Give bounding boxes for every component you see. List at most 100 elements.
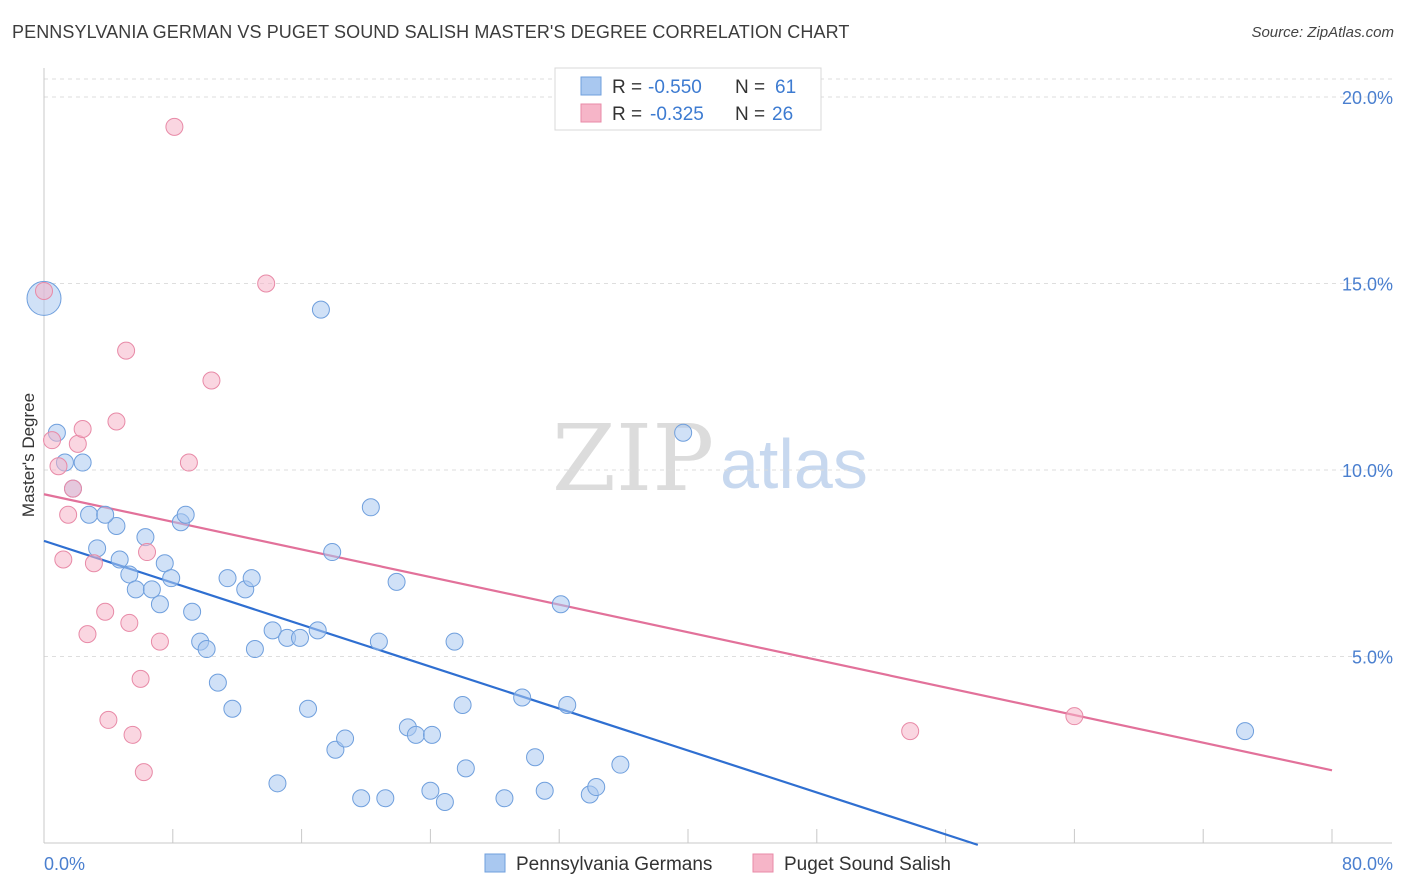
point-pennsylvania-32	[299, 699, 318, 718]
point-pennsylvania-11	[126, 580, 145, 599]
y-tick-labels: 5.0% 10.0% 15.0% 20.0%	[1342, 88, 1393, 668]
point-pennsylvania-31	[290, 628, 309, 647]
point-salish-15	[123, 725, 142, 744]
trend-lines	[43, 493, 1333, 846]
point-pennsylvania-50	[456, 759, 475, 778]
trend-line-salish	[43, 493, 1333, 772]
point-salish-4	[59, 505, 78, 524]
point-salish-2	[49, 457, 68, 476]
y-tick-label-1: 10.0%	[1342, 461, 1393, 481]
point-pennsylvania-15	[155, 554, 174, 573]
point-pennsylvania-18	[176, 505, 195, 524]
point-salish-19	[150, 632, 169, 651]
point-salish-21	[179, 453, 198, 472]
point-salish-16	[131, 669, 150, 688]
point-salish-3	[54, 550, 73, 569]
point-pennsylvania-12	[136, 528, 155, 547]
y-tick-label-3: 20.0%	[1342, 88, 1393, 108]
point-salish-20	[165, 117, 184, 136]
legend-bottom-label-pink: Puget Sound Salish	[784, 854, 951, 875]
point-pennsylvania-21	[197, 640, 216, 659]
point-salish-23	[257, 274, 276, 293]
legend-swatch-blue	[580, 76, 602, 96]
point-pennsylvania-40	[369, 632, 388, 651]
point-pennsylvania-9	[110, 550, 129, 569]
legend-r-value-1: -0.550	[648, 77, 702, 98]
point-pennsylvania-19	[183, 602, 202, 621]
point-salish-8	[78, 625, 97, 644]
point-pennsylvania-29	[268, 774, 287, 793]
point-salish-9	[84, 554, 103, 573]
point-pennsylvania-61	[1236, 722, 1255, 741]
point-salish-0	[35, 281, 53, 300]
y-axis-label: Master's Degree	[19, 393, 38, 517]
legend-r-label-1: R =	[612, 77, 642, 98]
point-pennsylvania-54	[535, 781, 554, 800]
axes	[43, 68, 1392, 844]
legend-bottom-swatch-pink	[752, 853, 774, 873]
point-pennsylvania-24	[223, 699, 242, 718]
legend-r-label-2: R =	[612, 104, 642, 125]
point-pennsylvania-53	[526, 748, 545, 767]
data-points	[26, 117, 1255, 811]
point-salish-1	[43, 431, 62, 450]
point-salish-17	[134, 763, 153, 782]
point-pennsylvania-41	[376, 789, 395, 808]
point-pennsylvania-46	[421, 781, 440, 800]
legend-bottom-swatch-blue	[484, 853, 506, 873]
point-pennsylvania-22	[208, 673, 227, 692]
point-pennsylvania-13	[142, 580, 161, 599]
point-pennsylvania-60	[674, 423, 693, 442]
y-tick-label-2: 15.0%	[1342, 275, 1393, 295]
point-pennsylvania-51	[495, 789, 514, 808]
point-pennsylvania-4	[73, 453, 92, 472]
point-pennsylvania-7	[107, 516, 126, 535]
legend-top: R = -0.550 N = 61 R = -0.325 N = 26	[554, 67, 822, 131]
trend-line-pennsylvania	[43, 539, 979, 846]
point-pennsylvania-16	[162, 569, 181, 588]
point-pennsylvania-34	[311, 300, 330, 319]
point-pennsylvania-14	[150, 595, 169, 614]
point-salish-6	[68, 434, 87, 453]
point-pennsylvania-8	[96, 505, 115, 524]
point-pennsylvania-6	[88, 539, 107, 558]
point-salish-18	[138, 543, 157, 562]
point-pennsylvania-35	[323, 543, 342, 562]
y-tick-label-0: 5.0%	[1352, 648, 1393, 668]
watermark-zip: ZIP	[552, 405, 714, 512]
point-pennsylvania-26	[242, 569, 261, 588]
point-pennsylvania-56	[558, 695, 577, 714]
point-pennsylvania-58	[587, 778, 606, 797]
point-salish-25	[1065, 707, 1084, 726]
point-pennsylvania-38	[352, 789, 371, 808]
legend-bottom: Pennsylvania Germans Puget Sound Salish	[484, 853, 951, 875]
legend-r-value-2: -0.325	[650, 104, 704, 125]
point-salish-24	[901, 722, 920, 741]
point-pennsylvania-39	[361, 498, 380, 517]
x-tick-min: 0.0%	[44, 854, 85, 874]
point-pennsylvania-44	[406, 725, 425, 744]
point-pennsylvania-45	[423, 725, 442, 744]
x-tick-max: 80.0%	[1342, 854, 1393, 874]
point-pennsylvania-47	[435, 792, 454, 811]
point-salish-22	[202, 371, 221, 390]
point-salish-12	[107, 412, 126, 431]
point-salish-13	[117, 341, 136, 360]
point-pennsylvania-10	[120, 565, 139, 584]
legend-swatch-pink	[580, 103, 602, 123]
point-pennsylvania-23	[218, 569, 237, 588]
point-pennsylvania-52	[513, 688, 532, 707]
point-salish-10	[96, 602, 115, 621]
point-pennsylvania-42	[387, 572, 406, 591]
point-salish-11	[99, 710, 118, 729]
point-pennsylvania-55	[551, 595, 570, 614]
legend-n-value-2: 26	[772, 104, 793, 125]
chart-title: PENNSYLVANIA GERMAN VS PUGET SOUND SALIS…	[12, 22, 850, 42]
point-pennsylvania-5	[80, 505, 99, 524]
point-pennsylvania-27	[245, 640, 264, 659]
watermark-atlas: atlas	[720, 425, 868, 503]
point-pennsylvania-49	[453, 695, 472, 714]
point-salish-7	[73, 419, 92, 438]
legend-n-label-2: N =	[735, 104, 765, 125]
